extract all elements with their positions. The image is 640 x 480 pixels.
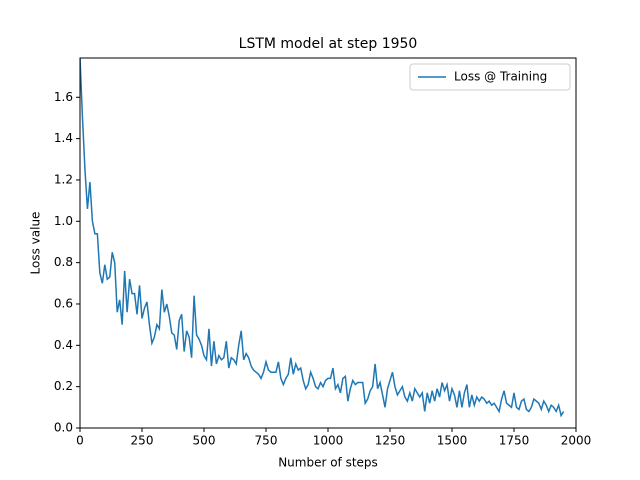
x-tick-label: 250 <box>131 434 154 448</box>
y-tick-label: 1.2 <box>54 172 73 186</box>
plot-frame <box>79 57 577 429</box>
y-tick-label: 0.0 <box>54 421 73 435</box>
y-tick-label: 0.8 <box>54 255 73 269</box>
x-tick-label: 1500 <box>437 434 468 448</box>
legend-label: Loss @ Training <box>454 70 547 84</box>
line-series <box>80 58 565 418</box>
y-axis-label: Loss value <box>29 212 43 275</box>
y-tick-label: 0.2 <box>54 379 73 393</box>
y-tick-label: 0.4 <box>54 338 73 352</box>
y-tick-label: 1.0 <box>54 214 73 228</box>
x-tick-label: 1750 <box>499 434 530 448</box>
x-tick-label: 0 <box>76 434 84 448</box>
x-tick-label: 500 <box>193 434 216 448</box>
chart-title: LSTM model at step 1950 <box>239 36 418 52</box>
x-tick-label: 2000 <box>561 434 592 448</box>
x-axis-label: Number of steps <box>278 456 378 470</box>
y-tick-label: 1.6 <box>54 90 73 104</box>
x-tick-label: 750 <box>255 434 278 448</box>
y-tick-label: 0.6 <box>54 296 73 310</box>
legend-box <box>409 63 571 91</box>
y-tick-label: 1.4 <box>54 131 73 145</box>
x-tick-label: 1000 <box>313 434 344 448</box>
x-tick-label: 1250 <box>375 434 406 448</box>
